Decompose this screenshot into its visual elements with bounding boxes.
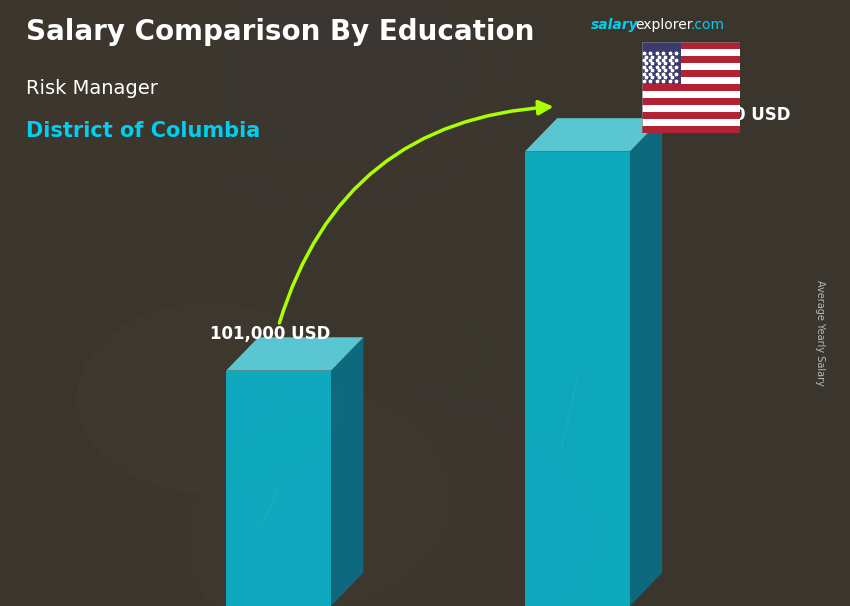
- Polygon shape: [226, 371, 332, 606]
- Bar: [642, 78, 740, 84]
- Bar: [642, 64, 740, 70]
- Polygon shape: [226, 338, 363, 371]
- Bar: [642, 50, 740, 56]
- Text: .com: .com: [690, 18, 724, 32]
- Text: salary: salary: [591, 18, 638, 32]
- Polygon shape: [332, 338, 363, 606]
- Text: 101,000 USD: 101,000 USD: [210, 325, 331, 342]
- Polygon shape: [630, 118, 662, 606]
- Circle shape: [189, 395, 594, 606]
- Bar: [642, 92, 740, 98]
- Circle shape: [78, 304, 342, 492]
- Bar: [642, 84, 740, 92]
- Bar: [642, 112, 740, 119]
- Text: explorer: explorer: [635, 18, 693, 32]
- Bar: [642, 119, 740, 126]
- Bar: [642, 105, 740, 112]
- Text: Salary Comparison By Education: Salary Comparison By Education: [26, 18, 534, 46]
- Text: +93%: +93%: [377, 0, 475, 4]
- Bar: [642, 42, 740, 50]
- Circle shape: [173, 0, 507, 204]
- Text: Average Yearly Salary: Average Yearly Salary: [815, 281, 825, 386]
- Bar: [642, 56, 740, 64]
- Polygon shape: [524, 152, 630, 606]
- Circle shape: [391, 316, 492, 387]
- Circle shape: [133, 385, 451, 606]
- Bar: [642, 126, 740, 133]
- Bar: [642, 98, 740, 105]
- Circle shape: [2, 382, 381, 606]
- Text: 195,000 USD: 195,000 USD: [670, 105, 791, 124]
- Text: District of Columbia: District of Columbia: [26, 121, 260, 141]
- Polygon shape: [524, 118, 662, 152]
- Bar: [642, 42, 681, 84]
- Bar: [642, 70, 740, 78]
- Text: Risk Manager: Risk Manager: [26, 79, 157, 98]
- Circle shape: [224, 0, 467, 156]
